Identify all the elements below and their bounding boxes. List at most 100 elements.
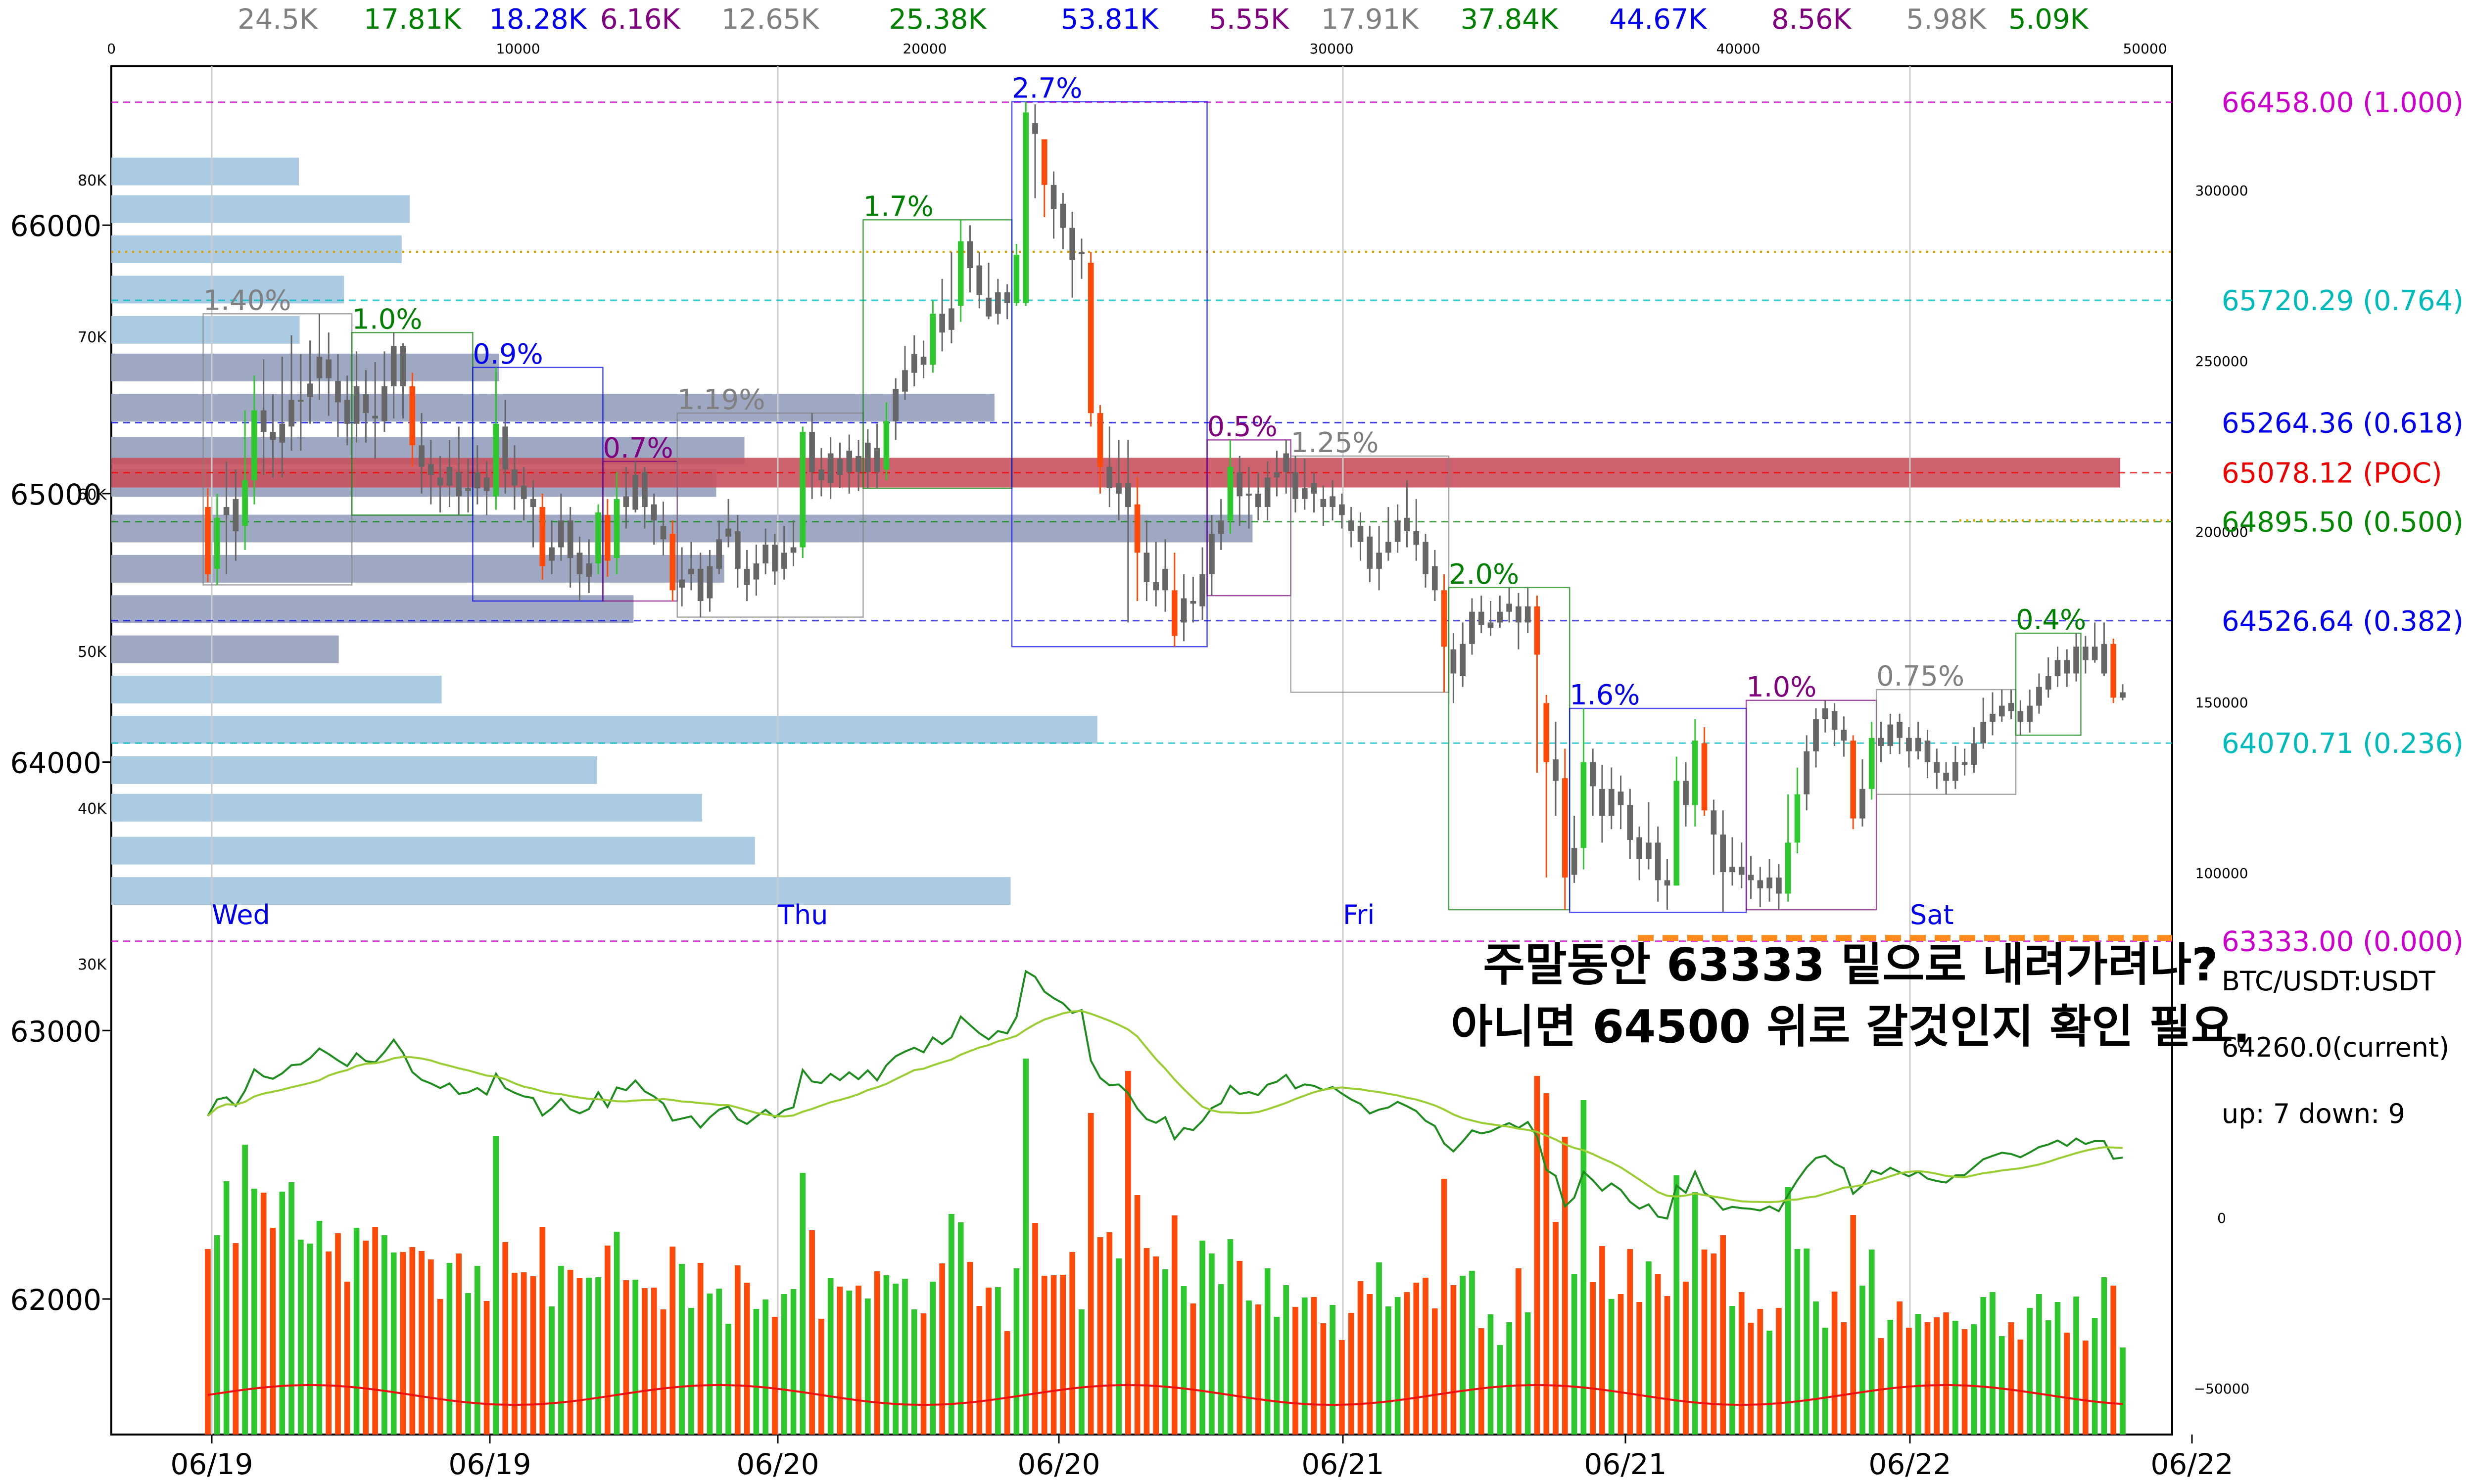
volume-profile-bar [111, 276, 344, 304]
day-label: Fri [1343, 899, 1375, 930]
volume-bar [846, 1291, 853, 1435]
volume-bar [893, 1284, 899, 1435]
candle-body [1143, 553, 1150, 582]
volume-bar [483, 1301, 490, 1435]
volume-bar [1813, 1301, 1819, 1435]
candle-body [846, 451, 853, 472]
volume-bar [1357, 1281, 1364, 1435]
candle-body [1990, 713, 1996, 722]
candle-body [1887, 724, 1894, 746]
volume-profile-bar [111, 394, 995, 422]
candle-body [1627, 805, 1633, 840]
volume-bar [1069, 1252, 1075, 1435]
volume-bar [1785, 1187, 1791, 1435]
candle-body [1785, 842, 1791, 894]
candle-body [957, 241, 964, 306]
candle-body [2101, 644, 2107, 674]
fib-level-label: 63333.00 (0.000) [2222, 926, 2464, 958]
candle-body [353, 386, 360, 424]
profile-tick-label: 70K [78, 329, 107, 346]
segment-volume-label: 24.5K [238, 3, 318, 36]
volume-bar [1311, 1297, 1317, 1435]
candle-body [2017, 711, 2024, 722]
candle-body [772, 545, 778, 572]
candle-body [1097, 413, 1103, 467]
candle-body [1274, 472, 1280, 478]
top-axis-tick-label: 0 [107, 41, 116, 57]
candle-body [1506, 603, 1512, 612]
volume-bar [651, 1288, 657, 1435]
volume-bar [1608, 1299, 1615, 1435]
obv-line [207, 970, 2123, 1220]
segment-percent-label: 1.40% [203, 284, 291, 317]
candle-body [474, 472, 480, 489]
volume-bar [1125, 1071, 1131, 1435]
candle-body [1543, 703, 1550, 762]
candle-body [242, 480, 248, 526]
candle-body [1320, 499, 1327, 508]
volume-bar [1673, 1175, 1680, 1435]
candle-body [614, 499, 620, 558]
volume-bar [595, 1277, 601, 1435]
candle-body [1423, 542, 1428, 574]
candle-body [1255, 493, 1261, 508]
fib-level-label: 65264.36 (0.618) [2222, 407, 2464, 439]
candle-body [270, 432, 276, 440]
volume-bar [920, 1313, 927, 1435]
candle-body [1050, 185, 1057, 209]
volume-bar [837, 1287, 843, 1435]
right-axis-tick-label: 250000 [2195, 353, 2248, 370]
volume-bar [279, 1192, 285, 1435]
volume-bar [1841, 1322, 1847, 1435]
volume-bar [474, 1266, 480, 1435]
candle-body [856, 456, 861, 472]
candle-body [1924, 741, 1931, 762]
volume-bar [288, 1182, 294, 1435]
candle-body [446, 466, 453, 486]
volume-bar [1199, 1241, 1205, 1435]
candle-body [1023, 112, 1029, 303]
volume-bar [697, 1263, 704, 1435]
candle-body [1692, 741, 1698, 805]
segment-box [1745, 699, 1877, 911]
volume-bar [986, 1288, 992, 1435]
volume-bar [1738, 1292, 1745, 1435]
candle-body [1311, 483, 1317, 494]
candle-body [651, 504, 657, 521]
volume-bar [1534, 1076, 1540, 1435]
candle-body [1376, 553, 1382, 569]
volume-bar [242, 1145, 248, 1435]
volume-bar [446, 1263, 453, 1435]
volume-bar [1190, 1303, 1196, 1435]
candle-body [1897, 722, 1903, 738]
candle-body [1441, 590, 1447, 647]
candle-body [1283, 453, 1289, 472]
candle-body [1106, 466, 1113, 489]
segment-box [1011, 101, 1208, 648]
date-tick-label: 06/20 [736, 1447, 819, 1481]
candle-body [251, 410, 257, 480]
volume-bar [2036, 1294, 2042, 1435]
candle-body [697, 568, 704, 601]
candle-body [725, 528, 731, 537]
volume-bar [2092, 1318, 2098, 1435]
candle-body [818, 469, 824, 480]
candle-body [502, 426, 508, 470]
candle-body [1822, 708, 1828, 719]
volume-bar [772, 1317, 778, 1435]
candle-body [1618, 791, 1624, 805]
volume-bar [1330, 1305, 1335, 1435]
volume-bar [512, 1273, 518, 1435]
volume-bar [205, 1249, 211, 1435]
candle-body [911, 354, 917, 373]
volume-bar [1655, 1274, 1661, 1435]
candle-body [976, 265, 983, 295]
volume-bar [995, 1287, 1001, 1435]
candle-body [1060, 203, 1066, 228]
volume-bar [1143, 1248, 1150, 1435]
volume-bar [1897, 1301, 1903, 1435]
volume-bar [949, 1214, 954, 1435]
segment-box [2015, 632, 2082, 736]
fib-level-label: 65720.29 (0.764) [2222, 285, 2464, 317]
volume-bar [1013, 1268, 1020, 1435]
